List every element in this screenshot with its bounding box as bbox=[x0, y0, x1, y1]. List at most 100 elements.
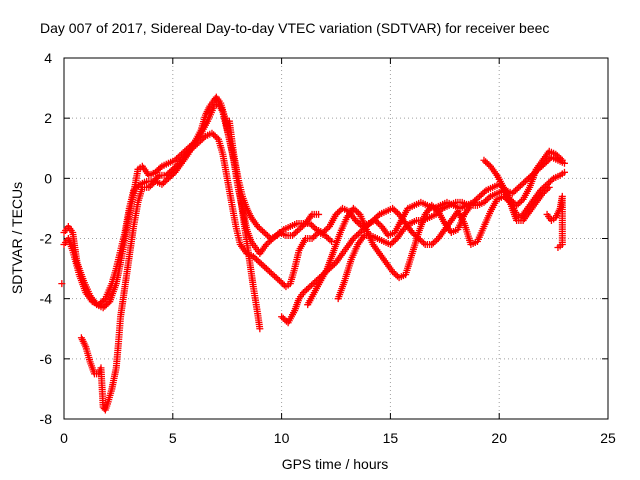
data-point bbox=[390, 269, 398, 277]
data-point bbox=[164, 174, 172, 182]
data-point bbox=[198, 135, 206, 143]
data-point bbox=[253, 256, 261, 264]
data-point bbox=[290, 230, 298, 238]
data-point bbox=[428, 241, 436, 249]
y-tick-label: -2 bbox=[40, 231, 53, 247]
data-point bbox=[257, 260, 265, 268]
data-point bbox=[275, 230, 283, 238]
data-point bbox=[58, 280, 66, 288]
data-point bbox=[546, 177, 554, 185]
data-point bbox=[160, 179, 168, 187]
data-point bbox=[516, 182, 524, 190]
data-point bbox=[483, 195, 491, 203]
data-point bbox=[279, 280, 287, 288]
axes bbox=[63, 57, 609, 420]
data-point bbox=[525, 174, 533, 182]
data-point bbox=[324, 224, 332, 232]
data-point bbox=[555, 153, 563, 161]
data-point bbox=[506, 195, 514, 203]
data-point bbox=[389, 268, 397, 276]
data-point bbox=[404, 221, 412, 229]
data-point bbox=[264, 266, 272, 274]
data-point bbox=[256, 325, 264, 333]
data-point bbox=[266, 268, 274, 276]
y-tick-label: 0 bbox=[44, 170, 52, 186]
data-point bbox=[392, 207, 400, 215]
data-point bbox=[146, 182, 154, 190]
data-point bbox=[251, 254, 259, 262]
data-point bbox=[275, 277, 283, 285]
data-point bbox=[353, 207, 361, 215]
data-point bbox=[351, 206, 359, 214]
data-point bbox=[308, 281, 316, 289]
data-point bbox=[513, 185, 521, 193]
data-point bbox=[306, 283, 314, 291]
data-point bbox=[153, 167, 161, 175]
data-point bbox=[326, 236, 334, 244]
data-point bbox=[351, 233, 359, 241]
y-tick-label: 4 bbox=[44, 50, 52, 66]
data-point bbox=[508, 197, 516, 205]
x-axis-label: GPS time / hours bbox=[281, 456, 389, 472]
data-point bbox=[145, 183, 153, 191]
data-point bbox=[156, 164, 164, 172]
data-point bbox=[151, 168, 159, 176]
x-tick-label: 0 bbox=[60, 430, 68, 446]
data-point bbox=[274, 275, 282, 283]
data-point bbox=[335, 207, 343, 215]
data-point bbox=[304, 284, 312, 292]
data-point bbox=[168, 171, 176, 179]
data-point bbox=[479, 189, 487, 197]
data-point bbox=[98, 298, 106, 306]
data-point bbox=[211, 132, 219, 140]
data-point bbox=[553, 152, 561, 160]
data-point bbox=[130, 186, 138, 194]
data-point bbox=[135, 182, 143, 190]
data-point bbox=[262, 230, 270, 238]
data-point bbox=[303, 286, 311, 294]
data-point bbox=[513, 201, 521, 209]
data-point bbox=[390, 206, 398, 214]
data-point bbox=[554, 244, 562, 252]
data-point bbox=[95, 301, 103, 309]
data-point bbox=[131, 185, 139, 193]
data-point bbox=[352, 216, 360, 224]
tick-labels: 0 5 10 15 20 25 -8 -6 -4 -2 0 2 4 bbox=[40, 50, 616, 446]
data-point bbox=[516, 198, 524, 206]
data-point bbox=[431, 204, 439, 212]
data-point bbox=[267, 269, 275, 277]
data-point bbox=[431, 238, 439, 246]
data-point bbox=[374, 219, 382, 227]
data-point bbox=[271, 272, 279, 280]
data-point bbox=[480, 198, 488, 206]
data-point bbox=[389, 204, 397, 212]
data-point bbox=[518, 197, 526, 205]
data-point bbox=[403, 222, 411, 230]
data-point bbox=[367, 218, 375, 226]
data-point bbox=[429, 203, 437, 211]
data-point bbox=[295, 225, 303, 233]
data-point bbox=[254, 222, 262, 230]
data-point bbox=[148, 180, 156, 188]
data-point bbox=[257, 225, 265, 233]
data-point bbox=[372, 213, 380, 221]
data-point bbox=[353, 231, 361, 239]
data-point bbox=[354, 209, 362, 217]
data-point bbox=[521, 177, 529, 185]
data-point bbox=[476, 192, 484, 200]
data-point bbox=[210, 131, 218, 139]
data-point bbox=[255, 224, 263, 232]
data-point bbox=[332, 210, 340, 218]
data-point bbox=[472, 195, 480, 203]
y-tick-label: 2 bbox=[44, 110, 52, 126]
data-point bbox=[435, 207, 443, 215]
data-point bbox=[163, 176, 171, 184]
data-point bbox=[288, 231, 296, 239]
data-point bbox=[512, 186, 520, 194]
data-point bbox=[173, 155, 181, 163]
data-point bbox=[277, 278, 285, 286]
data-point bbox=[200, 134, 208, 142]
data-point bbox=[166, 173, 174, 181]
data-point bbox=[263, 231, 271, 239]
data-point bbox=[386, 241, 394, 249]
